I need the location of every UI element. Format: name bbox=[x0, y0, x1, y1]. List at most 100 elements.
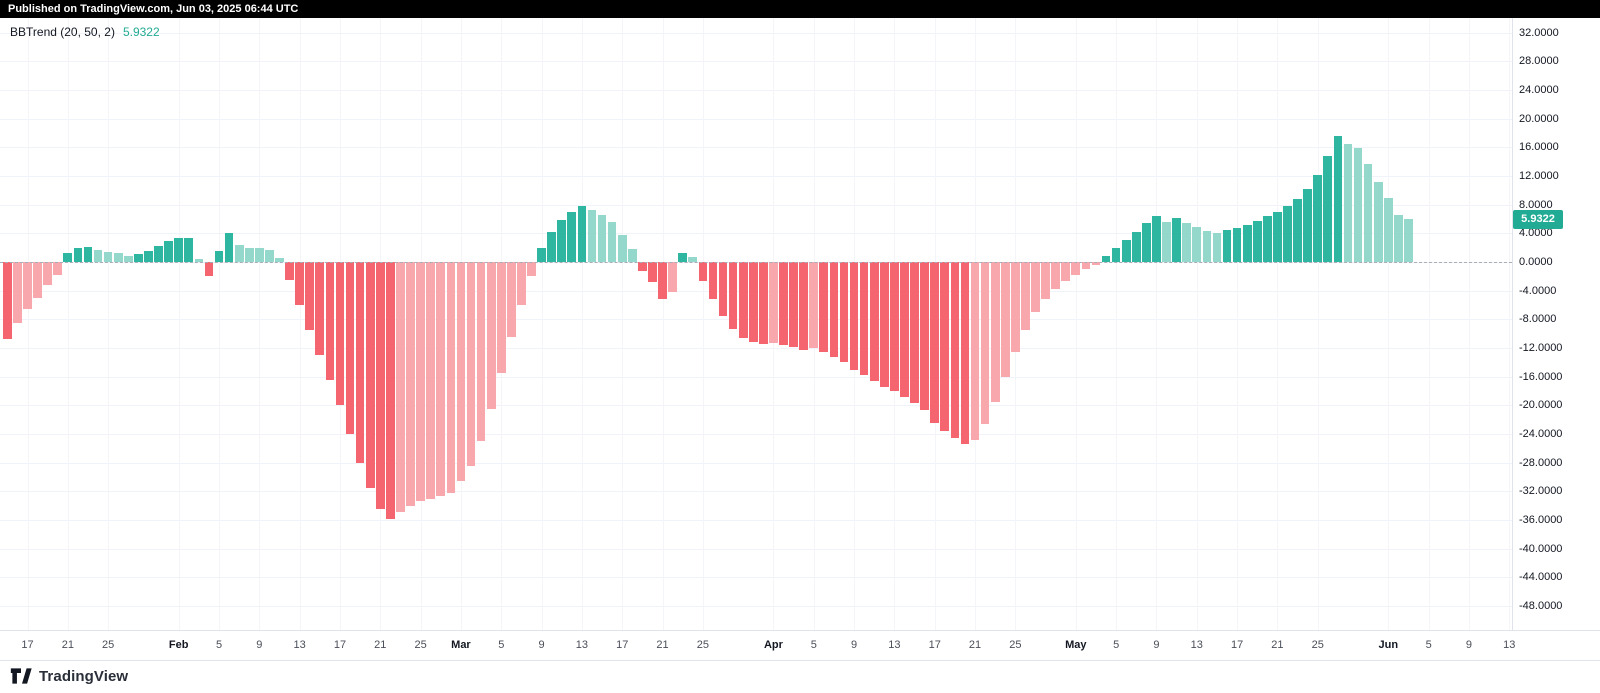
time-label: 17 bbox=[928, 639, 941, 651]
price-badge: 5.9322 bbox=[1513, 209, 1563, 229]
histogram-bar bbox=[849, 262, 859, 370]
histogram-bar bbox=[174, 238, 184, 262]
time-label: 25 bbox=[102, 639, 115, 651]
price-label: -8.0000 bbox=[1519, 313, 1557, 326]
gridline-horizontal bbox=[0, 606, 1512, 608]
histogram-bar bbox=[244, 247, 254, 262]
gridline-vertical bbox=[27, 18, 29, 630]
time-label: 9 bbox=[256, 639, 263, 651]
time-label: 21 bbox=[968, 639, 982, 651]
histogram-bar bbox=[295, 262, 304, 306]
footer-bar: TradingView bbox=[0, 660, 1600, 693]
histogram-bar bbox=[1242, 224, 1252, 262]
histogram-bar bbox=[879, 262, 889, 387]
histogram-bar bbox=[980, 262, 990, 425]
time-label: 21 bbox=[1271, 639, 1284, 651]
gridline-horizontal bbox=[0, 204, 1512, 206]
price-label: 20.0000 bbox=[1519, 112, 1559, 125]
tradingview-logo[interactable]: TradingView bbox=[10, 667, 128, 685]
price-label: -4.0000 bbox=[1519, 284, 1557, 297]
histogram-bar bbox=[517, 262, 526, 306]
gridline-horizontal bbox=[0, 491, 1512, 493]
histogram-bar bbox=[1041, 262, 1050, 300]
histogram-bar bbox=[1373, 181, 1383, 262]
histogram-bar bbox=[305, 262, 315, 331]
histogram-bar bbox=[446, 262, 456, 493]
histogram-bar bbox=[638, 262, 647, 271]
gridline-vertical bbox=[1196, 18, 1198, 630]
histogram-bar bbox=[194, 259, 204, 262]
time-label: 5 bbox=[498, 639, 505, 651]
histogram-bar bbox=[587, 209, 597, 262]
histogram-bar bbox=[234, 244, 244, 262]
price-axis[interactable]: 5.9322 32.0000 28.0000 24.0000 20.0000 16.00… bbox=[1512, 18, 1600, 630]
gridline-vertical bbox=[1468, 18, 1470, 630]
zero-line bbox=[0, 262, 1512, 263]
time-label: 21 bbox=[656, 639, 669, 651]
time-label: 25 bbox=[414, 639, 427, 651]
tradingview-logo-text: TradingView bbox=[39, 667, 129, 685]
histogram-bar bbox=[728, 262, 738, 330]
time-label: 13 bbox=[575, 639, 589, 651]
gridline-horizontal bbox=[0, 175, 1512, 177]
histogram-bar bbox=[1152, 216, 1161, 262]
price-label: -20.0000 bbox=[1519, 399, 1563, 412]
histogram-bar bbox=[1131, 231, 1141, 262]
histogram-bar bbox=[557, 220, 567, 262]
time-label: 21 bbox=[61, 639, 74, 651]
histogram-bar bbox=[476, 262, 486, 442]
price-label: -40.0000 bbox=[1519, 542, 1563, 555]
histogram-bar bbox=[456, 262, 466, 481]
histogram-bar bbox=[184, 237, 194, 262]
gridline-vertical bbox=[1075, 18, 1077, 630]
time-label: 17 bbox=[1230, 639, 1244, 651]
histogram-bar bbox=[819, 262, 829, 353]
histogram-bar bbox=[970, 262, 980, 440]
histogram-bar bbox=[769, 262, 778, 344]
time-label: 25 bbox=[1311, 639, 1324, 651]
histogram-bar bbox=[93, 249, 103, 262]
price-label: 4.0000 bbox=[1519, 227, 1553, 240]
histogram-bar bbox=[335, 262, 345, 406]
indicator-legend[interactable]: BBTrend (20, 50, 2) 5.9322 bbox=[10, 25, 160, 39]
histogram-bar bbox=[1021, 262, 1030, 331]
time-label-month: Jun bbox=[1378, 639, 1399, 651]
time-label: 17 bbox=[333, 639, 347, 651]
histogram-bar bbox=[748, 262, 758, 343]
time-label: 5 bbox=[810, 639, 817, 651]
histogram-bar bbox=[627, 249, 637, 262]
histogram-bar bbox=[1293, 198, 1302, 262]
histogram-bar bbox=[1000, 262, 1010, 377]
histogram-bar bbox=[688, 256, 698, 262]
time-label: 25 bbox=[696, 639, 709, 651]
price-label: -24.0000 bbox=[1519, 428, 1563, 441]
price-label: -16.0000 bbox=[1519, 370, 1563, 383]
published-text: Published on TradingView.com, Jun 03, 20… bbox=[8, 3, 299, 15]
histogram-bar bbox=[698, 262, 708, 281]
plot-area[interactable] bbox=[0, 18, 1512, 630]
time-label: 17 bbox=[21, 639, 34, 651]
histogram-bar bbox=[33, 262, 42, 298]
histogram-bar bbox=[1273, 211, 1282, 262]
histogram-bar bbox=[950, 262, 960, 439]
histogram-bar bbox=[920, 262, 929, 410]
histogram-bar bbox=[113, 253, 123, 262]
histogram-bar bbox=[859, 262, 869, 376]
gridline-horizontal bbox=[0, 118, 1512, 120]
histogram-bar bbox=[315, 262, 325, 356]
time-label: 5 bbox=[1113, 639, 1120, 651]
histogram-bar bbox=[1313, 174, 1323, 262]
histogram-bar bbox=[829, 262, 839, 357]
histogram-bar bbox=[1051, 262, 1060, 290]
histogram-bar bbox=[83, 246, 93, 262]
histogram-bar bbox=[1142, 223, 1151, 262]
time-axis[interactable]: 17 21 25 Feb 5 9 13 17 21 25 Mar 5 9 13 17 21 25 Apr 5 9 13 1… bbox=[0, 630, 1600, 660]
histogram-bar bbox=[1394, 214, 1403, 262]
gridline-vertical bbox=[299, 18, 301, 630]
histogram-bar bbox=[355, 262, 365, 463]
histogram-bar bbox=[537, 247, 546, 262]
histogram-bar bbox=[275, 257, 284, 262]
histogram-bar bbox=[567, 211, 577, 262]
histogram-bar bbox=[890, 262, 899, 392]
